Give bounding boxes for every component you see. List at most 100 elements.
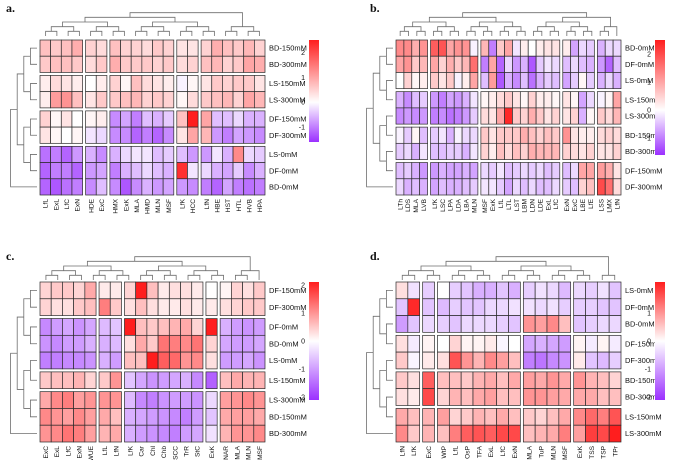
column-label: MLN xyxy=(155,199,162,213)
heatmap-cell xyxy=(586,107,595,125)
heatmap-cell xyxy=(62,351,74,370)
heatmap-cell xyxy=(461,126,471,144)
heatmap-cell xyxy=(211,110,223,128)
heatmap-cell xyxy=(135,408,148,426)
heatmap-cell xyxy=(73,351,86,370)
heatmap-cell xyxy=(152,126,164,144)
heatmap-cell xyxy=(460,371,474,390)
column-label: StC xyxy=(195,446,202,457)
heatmap-cell xyxy=(453,126,463,144)
column-dendrogram-branch xyxy=(501,274,516,280)
heatmap-cell xyxy=(522,388,536,406)
heatmap-cell xyxy=(546,388,560,406)
heatmap-cell xyxy=(141,75,153,93)
heatmap-cell xyxy=(205,408,218,426)
row-dendrogram-branch xyxy=(386,151,393,172)
column-dendrogram-branch xyxy=(225,30,238,36)
heatmap-panel-c: c. DF-150mM DF-300mM DF-0mM BD-0mM LS-0mM LS-1… xyxy=(6,249,319,460)
heatmap-cell xyxy=(496,388,509,406)
heatmap-cell xyxy=(395,142,405,160)
column-dendrogram-branch xyxy=(84,16,176,22)
heatmap-cell xyxy=(437,315,450,333)
column-label: TPr xyxy=(612,445,619,456)
heatmap-cell xyxy=(162,110,175,128)
heatmap-cell xyxy=(162,75,175,93)
heatmap-cell xyxy=(527,55,537,73)
heatmap-cell xyxy=(191,408,204,426)
heatmap-cell xyxy=(84,351,97,370)
heatmap-cell xyxy=(39,334,52,353)
heatmap-cell xyxy=(437,298,450,316)
heatmap-cell xyxy=(187,39,199,57)
heatmap-cell xyxy=(411,91,421,109)
heatmap-cell xyxy=(407,388,421,406)
heatmap-cell xyxy=(519,162,529,180)
heatmap-cell xyxy=(98,351,111,370)
heatmap-cell xyxy=(60,110,73,128)
heatmap-cell xyxy=(504,91,513,109)
heatmap-cell xyxy=(71,162,83,180)
colorbar-tick-label: 2 xyxy=(647,52,651,59)
heatmap-cell xyxy=(512,91,521,109)
heatmap-cell xyxy=(39,371,52,390)
heatmap-cell xyxy=(551,178,561,196)
row-label: BD-300mM xyxy=(625,393,663,402)
heatmap-cell xyxy=(60,145,73,163)
heatmap-cell xyxy=(407,298,421,316)
heatmap-cell xyxy=(460,281,474,300)
heatmap-cell xyxy=(50,162,62,180)
heatmap-cell xyxy=(570,142,579,160)
colorbar-tick-label: 1 xyxy=(647,80,651,87)
heatmap-cell xyxy=(254,39,266,57)
column-label: LfN xyxy=(399,446,406,456)
heatmap-cell xyxy=(146,318,159,336)
heatmap-cell xyxy=(430,162,439,180)
heatmap-cell xyxy=(200,91,213,109)
heatmap-cell xyxy=(508,315,521,333)
column-label: LMX xyxy=(607,198,614,212)
heatmap-cell xyxy=(407,424,421,443)
heatmap-cell xyxy=(205,298,218,316)
heatmap-cell xyxy=(60,126,73,144)
heatmap-cell xyxy=(85,91,97,109)
row-dendrogram-branch xyxy=(372,315,380,390)
heatmap-cell xyxy=(558,424,572,443)
heatmap-cell xyxy=(219,371,232,390)
heatmap-cell xyxy=(95,39,108,57)
heatmap-cell xyxy=(508,351,521,370)
heatmap-cell xyxy=(430,107,439,125)
heatmap-cell xyxy=(205,334,218,353)
heatmap-cell xyxy=(570,55,579,73)
heatmap-cell xyxy=(222,55,234,73)
column-label: LPA xyxy=(448,198,455,211)
heatmap-cell xyxy=(39,145,51,163)
heatmap-cell xyxy=(243,39,255,57)
heatmap-cell xyxy=(534,408,548,426)
heatmap-cell xyxy=(71,126,83,144)
heatmap-cell xyxy=(496,162,505,180)
heatmap-cell xyxy=(84,371,97,390)
column-dendrogram-branch xyxy=(437,26,455,32)
heatmap-cell xyxy=(395,351,409,370)
heatmap-cell xyxy=(585,281,598,300)
heatmap-cell xyxy=(50,110,62,128)
column-dendrogram-branch xyxy=(63,265,112,271)
heatmap-cell xyxy=(211,178,223,196)
heatmap-cell xyxy=(73,424,86,443)
heatmap-cell xyxy=(211,145,223,163)
heatmap-cell xyxy=(586,162,595,180)
heatmap-cell xyxy=(608,334,622,353)
heatmap-cell xyxy=(411,142,421,160)
column-label: MLA xyxy=(527,445,534,459)
heatmap-cell xyxy=(98,408,111,426)
heatmap-cell xyxy=(422,281,435,300)
column-label: LfN xyxy=(614,199,621,209)
heatmap-cell xyxy=(109,391,122,409)
heatmap-cell xyxy=(596,126,606,144)
column-label: NAR xyxy=(223,446,230,460)
heatmap-cell xyxy=(585,298,598,316)
column-dendrogram-branch xyxy=(570,26,589,32)
column-dendrogram-branch xyxy=(545,21,580,27)
heatmap-cell xyxy=(612,178,622,196)
